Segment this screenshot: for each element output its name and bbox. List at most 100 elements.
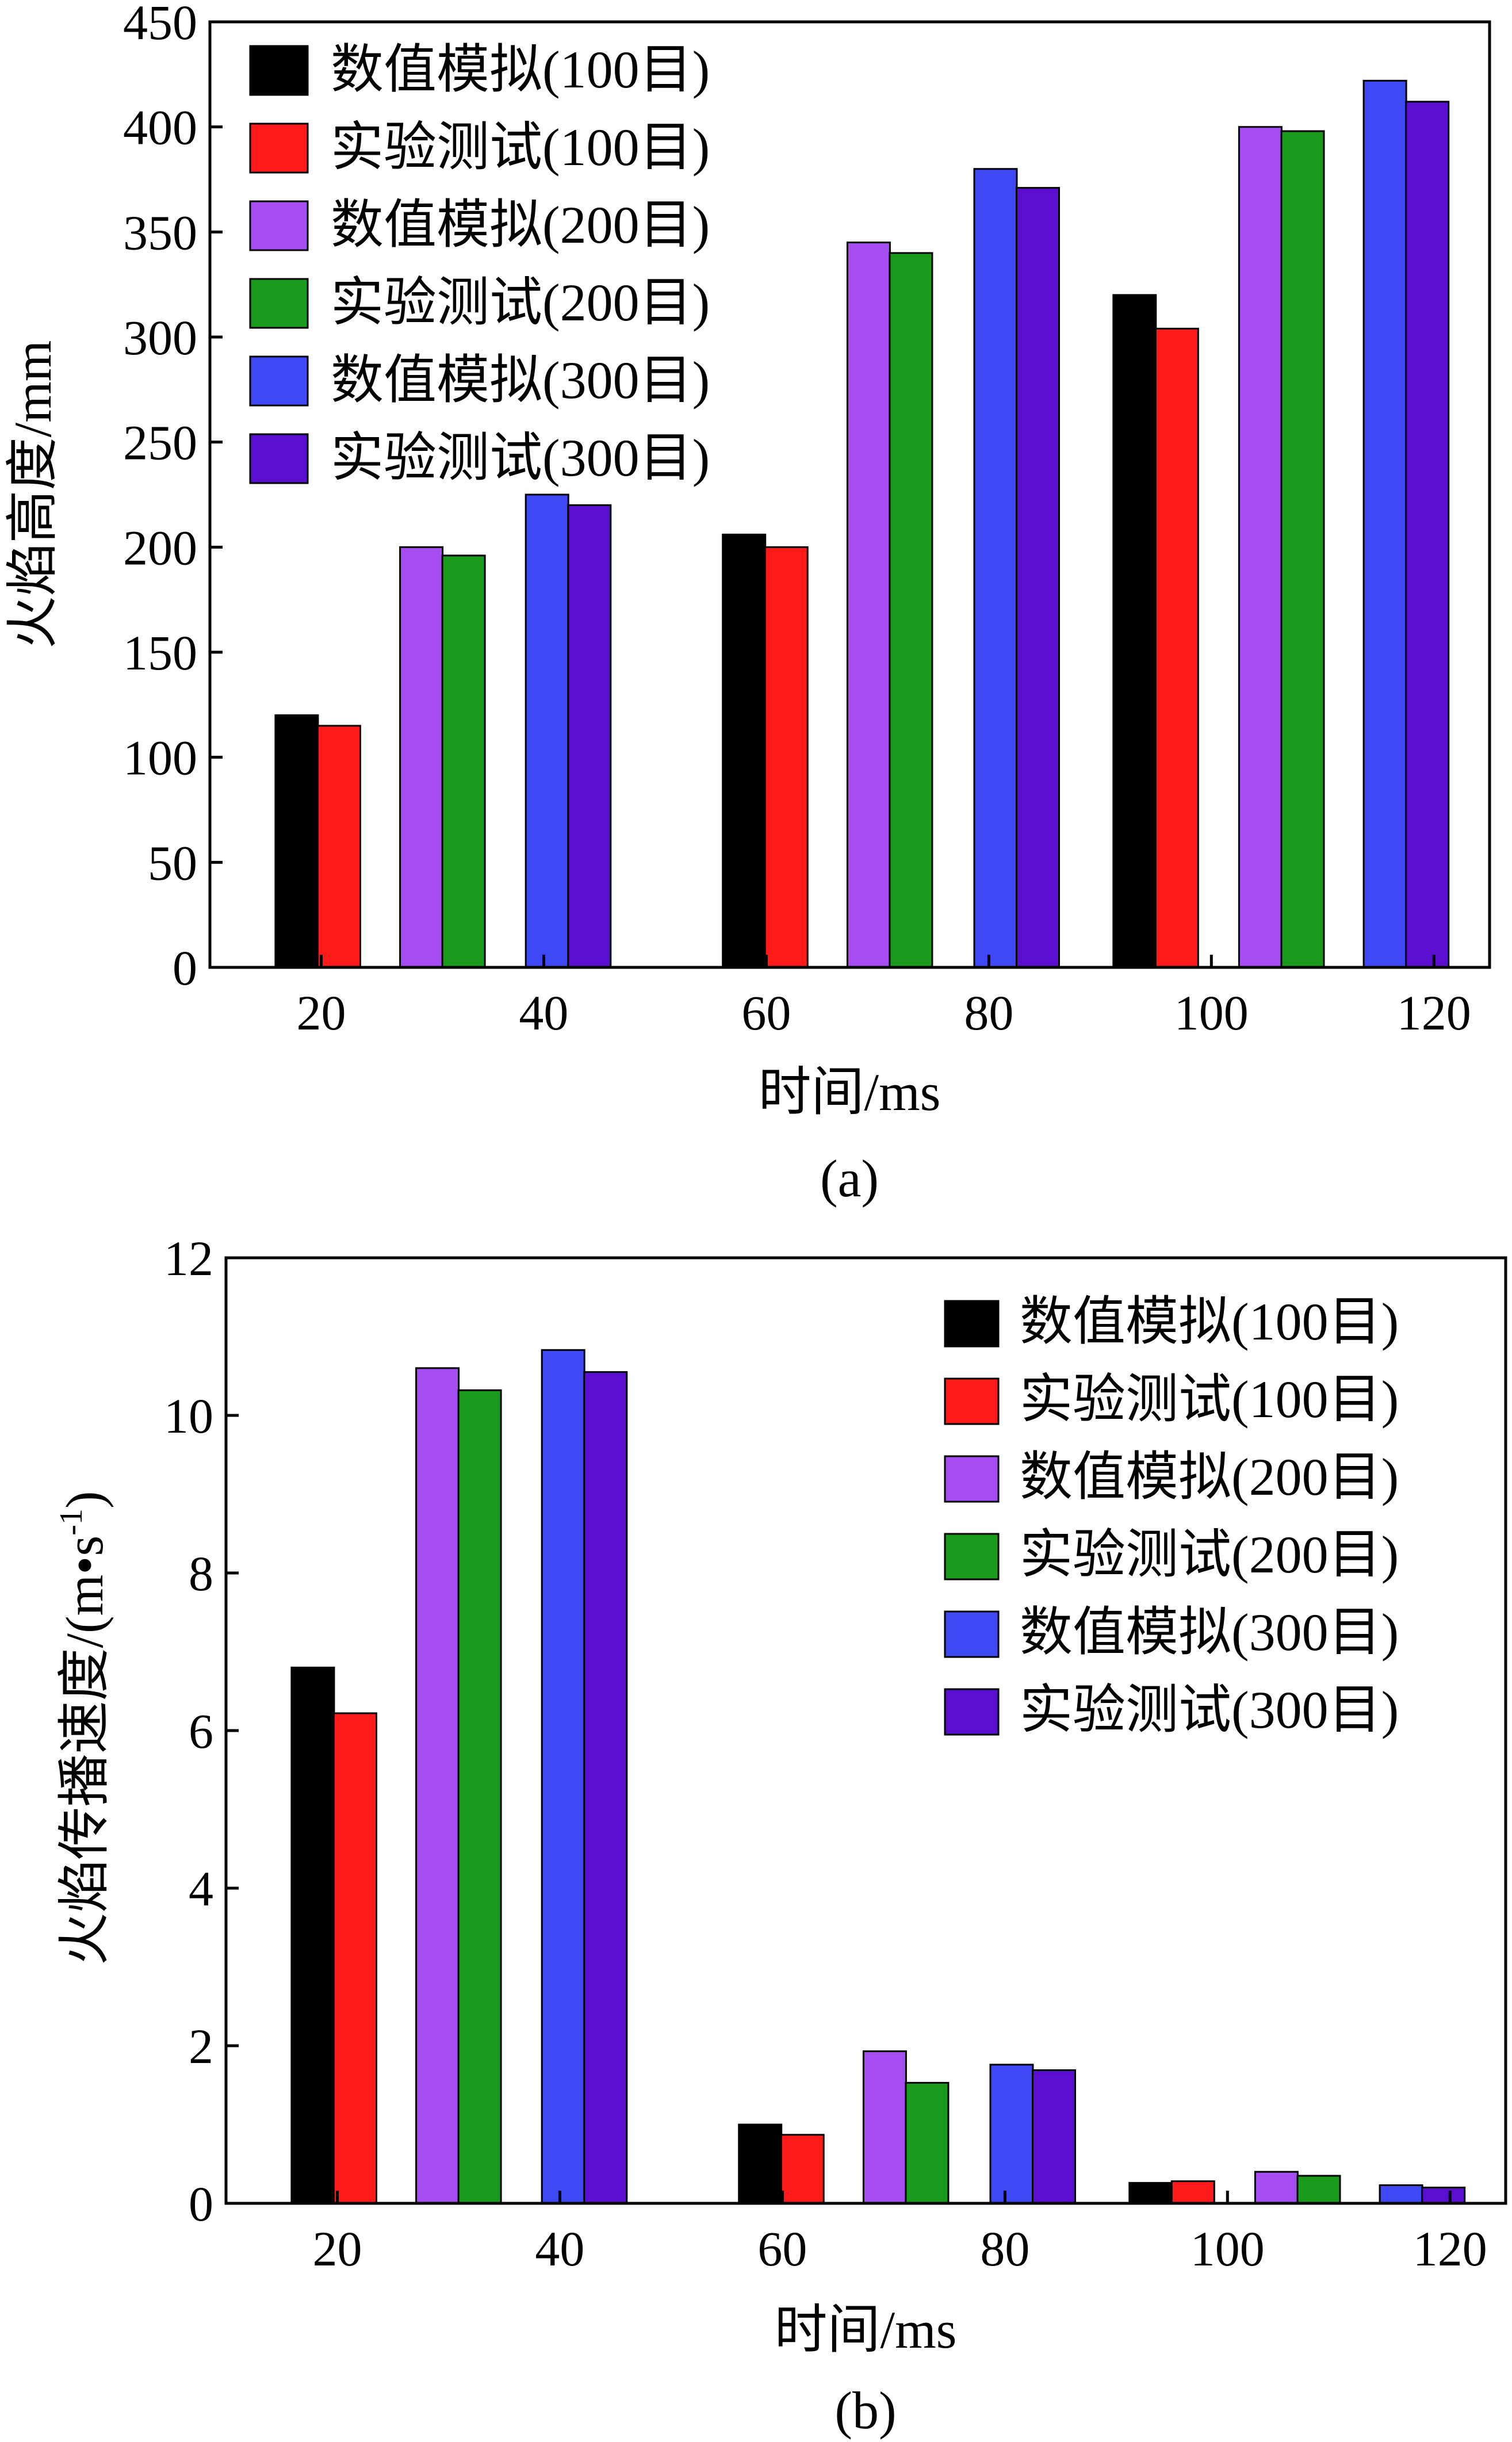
bar-sim300-1 — [989, 2064, 1034, 2204]
x-tick-label: 40 — [519, 985, 568, 1040]
panel-b-bars — [290, 1349, 1466, 2204]
x-tick-label: 120 — [1397, 985, 1471, 1040]
legend-swatch-sim100 — [944, 1300, 1000, 1348]
y-tick-label: 0 — [173, 940, 197, 996]
x-tick-label: 100 — [1191, 2221, 1265, 2276]
legend-swatch-sim100 — [249, 45, 309, 96]
y-tick-label: 350 — [123, 205, 197, 260]
y-tick-label: 12 — [164, 1231, 213, 1286]
bar-exp200-1 — [889, 252, 933, 969]
panel-a-x-axis-label: 时间/ms — [759, 1063, 941, 1122]
legend-swatch-sim300 — [944, 1610, 1000, 1658]
legend-label-exp200: 实验测试(200目) — [331, 273, 710, 332]
y-tick-label: 400 — [123, 100, 197, 155]
bar-exp100-2 — [1170, 2180, 1215, 2204]
panel-a-caption: (a) — [820, 1149, 879, 1208]
panel-b-y-axis-label-superscript: -1 — [53, 1509, 89, 1536]
bar-exp100-0 — [332, 1712, 377, 2204]
bar-sim200-1 — [846, 242, 891, 969]
bar-sim300-1 — [973, 168, 1018, 969]
bar-exp200-0 — [457, 1389, 502, 2204]
panel-b-y-axis-label-close: ) — [55, 1491, 114, 1509]
bar-exp100-2 — [1154, 327, 1199, 969]
x-tick-label: 20 — [296, 985, 346, 1040]
bar-sim300-0 — [541, 1349, 585, 2204]
bar-exp200-0 — [441, 554, 486, 969]
panel-a-y-axis-label: 火焰高度/mm — [3, 340, 62, 649]
legend-swatch-exp100 — [249, 123, 309, 174]
bar-sim300-0 — [525, 493, 569, 969]
y-tick-label: 50 — [148, 835, 197, 890]
y-tick-label: 150 — [123, 625, 197, 680]
x-tick-label: 80 — [980, 2221, 1029, 2276]
legend-swatch-sim300 — [249, 355, 309, 407]
y-tick-label: 250 — [123, 415, 197, 470]
x-tick-label: 120 — [1413, 2221, 1487, 2276]
panel-b-x-axis-label: 时间/ms — [775, 2301, 957, 2359]
y-tick-label: 100 — [123, 730, 197, 786]
legend-label-exp100: 实验测试(100目) — [1020, 1370, 1399, 1429]
bar-exp300-0 — [583, 1371, 628, 2204]
legend-label-exp300: 实验测试(300目) — [331, 428, 710, 487]
legend-label-sim200: 数值模拟(200目) — [331, 196, 710, 254]
legend-label-sim300: 数值模拟(300目) — [331, 351, 710, 409]
bar-sim100-1 — [722, 533, 767, 969]
y-tick-label: 0 — [189, 2176, 213, 2232]
x-tick-label: 80 — [964, 985, 1013, 1040]
legend-swatch-sim200 — [944, 1455, 1000, 1503]
bar-exp100-1 — [764, 546, 809, 969]
panel-a-plot-frame — [208, 20, 1491, 969]
bar-exp300-0 — [567, 504, 612, 969]
y-tick-label: 4 — [189, 1861, 213, 1916]
panel-a-y-ticks: 0 50 100 150 200 250 300 350 400 450 — [123, 0, 223, 996]
bar-exp300-1 — [1016, 187, 1060, 969]
panel-b-y-ticks: 0 2 4 6 8 10 12 — [164, 1231, 239, 2232]
legend-label-exp200: 实验测试(200目) — [1020, 1525, 1399, 1584]
panel-b: 0 2 4 6 8 10 12 20 40 60 80 100 120 数值模拟(100目) 实验测试(… — [53, 1231, 1507, 2440]
bar-sim200-1 — [862, 2050, 907, 2204]
legend-swatch-exp300 — [249, 433, 309, 484]
bar-sim100-1 — [738, 2123, 783, 2204]
legend-label-sim100: 数值模拟(100目) — [331, 40, 710, 99]
bar-sim100-2 — [1112, 294, 1157, 969]
bar-sim100-2 — [1128, 2181, 1173, 2204]
bar-sim100-0 — [274, 714, 319, 969]
legend-swatch-exp200 — [944, 1533, 1000, 1580]
panel-a-x-ticks: 20 40 60 80 100 120 — [296, 955, 1471, 1040]
legend-swatch-exp100 — [944, 1377, 1000, 1425]
bar-exp300-1 — [1032, 2069, 1076, 2204]
y-tick-label: 6 — [189, 1704, 213, 1759]
bar-sim200-2 — [1238, 126, 1283, 969]
y-tick-label: 10 — [164, 1388, 213, 1444]
legend-label-sim100: 数值模拟(100目) — [1020, 1292, 1399, 1351]
legend-label-exp300: 实验测试(300目) — [1020, 1681, 1399, 1739]
panel-b-x-ticks: 20 40 60 80 100 120 — [312, 2191, 1487, 2276]
bar-sim300-2 — [1379, 2184, 1423, 2204]
panel-a: 0 50 100 150 200 250 300 350 400 450 20 40 60 80 100 1… — [3, 0, 1491, 1208]
bar-exp200-1 — [905, 2081, 950, 2204]
y-tick-label: 450 — [123, 0, 197, 50]
bar-sim200-0 — [399, 546, 444, 969]
panel-b-legend: 数值模拟(100目) 实验测试(100目) 数值模拟(200目) 实验测试(200目)… — [944, 1292, 1399, 1739]
y-tick-label: 300 — [123, 310, 197, 365]
bar-sim100-0 — [290, 1666, 335, 2204]
x-tick-label: 60 — [757, 2221, 807, 2276]
y-tick-label: 8 — [189, 1546, 213, 1601]
legend-swatch-exp200 — [249, 278, 309, 329]
legend-swatch-exp300 — [944, 1688, 1000, 1736]
bar-exp300-2 — [1421, 2187, 1466, 2204]
legend-swatch-sim200 — [249, 200, 309, 251]
panel-a-legend: 数值模拟(100目) 实验测试(100目) 数值模拟(200目) 实验测试(200目)… — [249, 40, 710, 487]
y-tick-label: 200 — [123, 520, 197, 575]
x-tick-label: 100 — [1174, 985, 1249, 1040]
panel-b-y-axis-label: 火焰传播速度/(m•s-1) — [53, 1491, 114, 1965]
bar-exp200-2 — [1280, 130, 1325, 969]
panel-b-caption: (b) — [835, 2381, 896, 2440]
legend-label-sim200: 数值模拟(200目) — [1020, 1448, 1399, 1506]
bar-exp100-0 — [316, 725, 361, 969]
bar-exp100-1 — [780, 2134, 825, 2204]
panel-b-y-axis-label-main: 火焰传播速度/(m•s — [55, 1536, 114, 1966]
x-tick-label: 60 — [741, 985, 791, 1040]
bar-sim200-0 — [415, 1367, 460, 2204]
